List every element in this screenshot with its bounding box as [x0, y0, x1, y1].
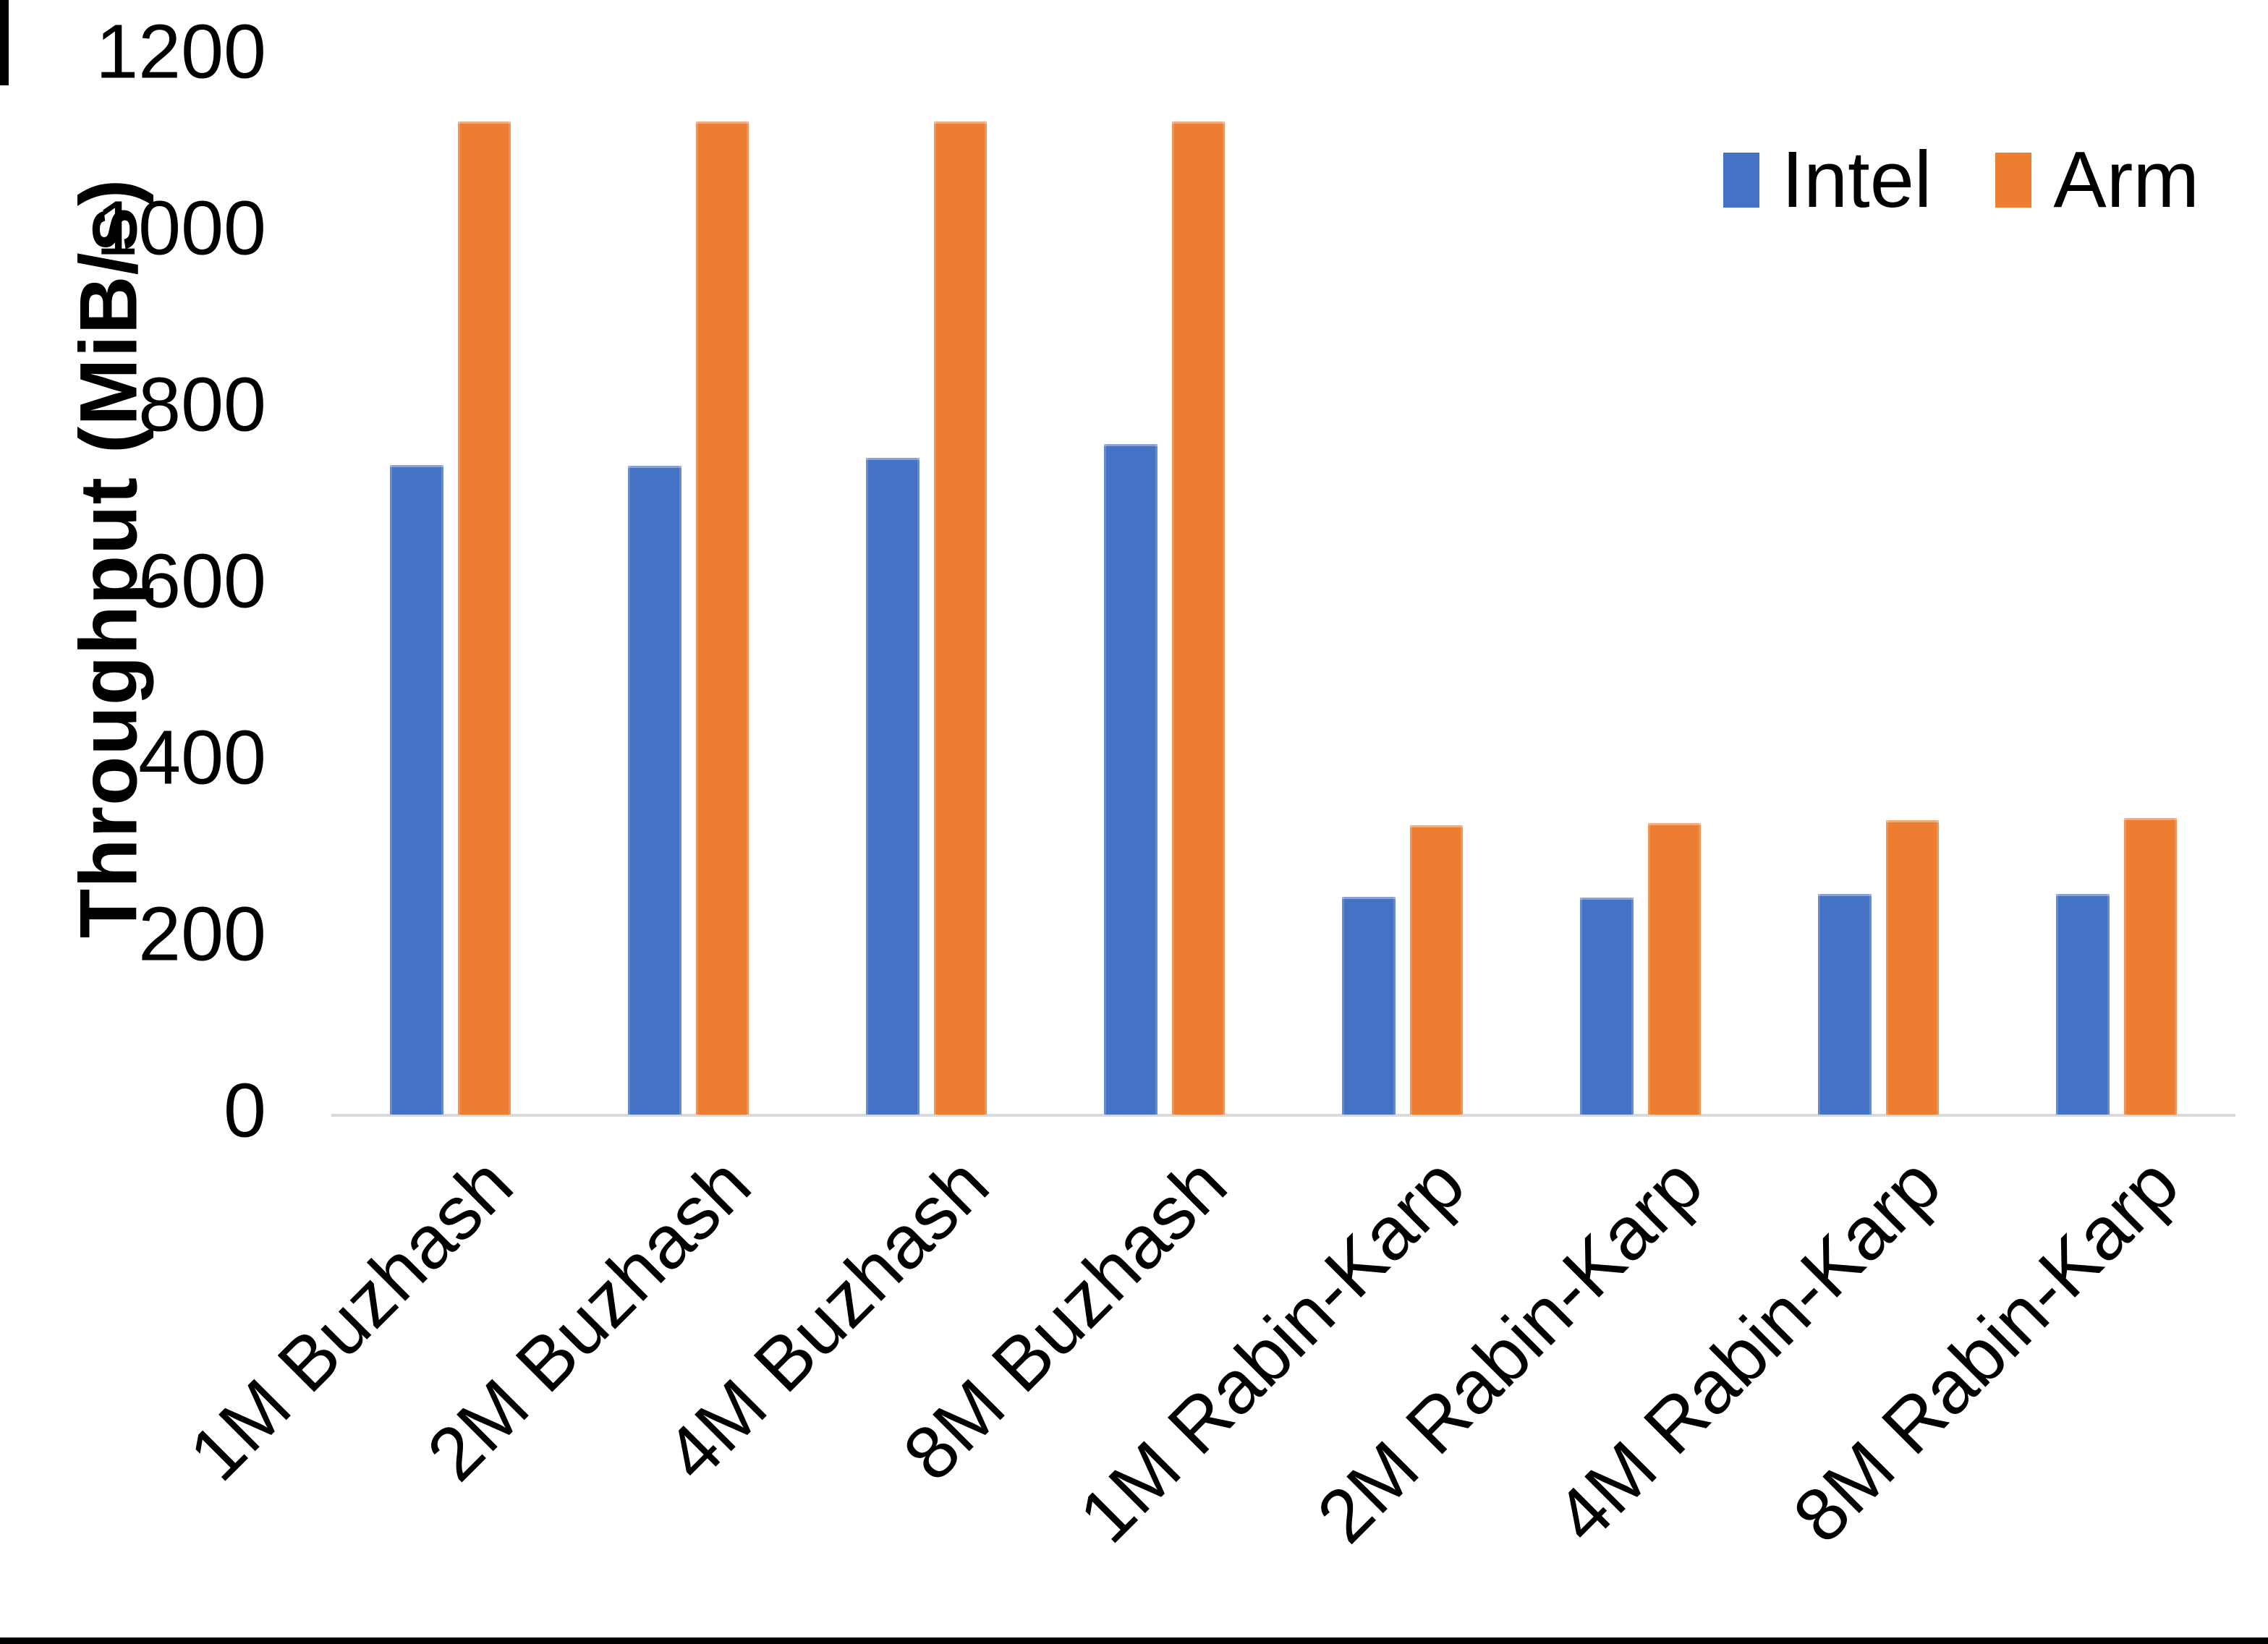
bar-group [1521, 0, 1759, 1115]
legend-label: Intel [1781, 135, 1932, 224]
legend-item-arm: Arm [1995, 140, 2199, 220]
bar-intel [628, 466, 681, 1115]
bar-arm [1410, 825, 1463, 1115]
bar-arm [458, 122, 511, 1115]
y-tick-label: 800 [138, 362, 266, 448]
bar-arm [1648, 823, 1701, 1115]
bar-group [807, 0, 1045, 1115]
bar-arm [1172, 122, 1225, 1115]
legend-swatch-icon [1723, 153, 1760, 208]
bar-group [569, 0, 807, 1115]
legend-item-intel: Intel [1723, 140, 1932, 220]
y-tick-label: 400 [138, 715, 266, 801]
y-tick-label: 1000 [95, 185, 266, 271]
y-tick-label: 0 [224, 1068, 266, 1154]
bar-arm [2124, 818, 2177, 1115]
bar-intel [2056, 894, 2110, 1115]
bar-group [1997, 0, 2235, 1115]
x-axis-line [331, 1114, 2235, 1117]
bar-arm [1886, 820, 1939, 1115]
bar-intel [1104, 444, 1158, 1115]
bar-arm [934, 122, 987, 1115]
plot-area [331, 0, 2235, 1115]
y-tick-label: 200 [138, 891, 266, 977]
legend: Intel Arm [1723, 140, 2199, 220]
bar-intel [1580, 898, 1634, 1115]
bar-group [1283, 0, 1521, 1115]
legend-label: Arm [2053, 135, 2199, 224]
top-left-border-artifact [0, 0, 9, 85]
bar-intel [1818, 894, 1872, 1115]
legend-swatch-icon [1995, 153, 2032, 208]
bar-arm [696, 122, 749, 1115]
bar-intel [1342, 897, 1396, 1115]
bar-intel [866, 458, 919, 1115]
bar-group [331, 0, 569, 1115]
y-tick-label: 600 [138, 538, 266, 624]
bar-group [1759, 0, 1997, 1115]
bar-intel [390, 465, 443, 1115]
y-tick-label: 1200 [95, 9, 266, 95]
bar-group [1045, 0, 1283, 1115]
bottom-border [0, 1637, 2268, 1644]
